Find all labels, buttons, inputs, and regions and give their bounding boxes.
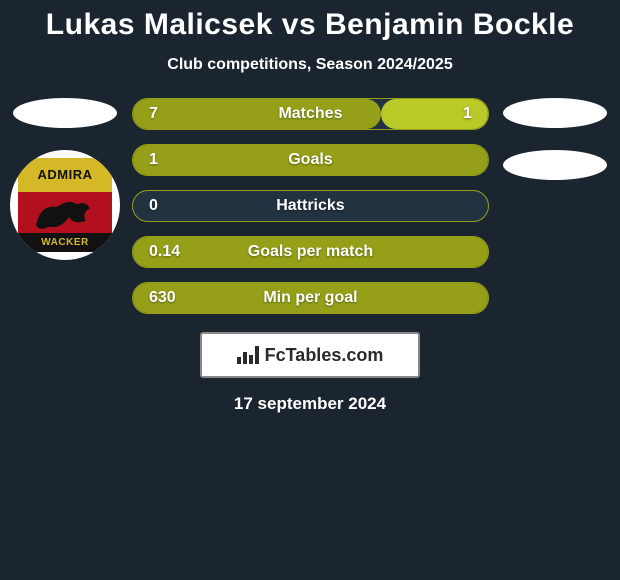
player-name-pill-left — [13, 98, 117, 128]
source-text: FcTables.com — [265, 345, 384, 366]
stat-bar: 630Min per goal — [132, 282, 489, 314]
left-club-badge: ADMIRA WACKER — [10, 150, 120, 260]
left-player-col: ADMIRA WACKER — [10, 98, 120, 260]
griffin-icon — [18, 192, 112, 233]
comparison-card: Lukas Malicsek vs Benjamin Bockle Club c… — [0, 0, 620, 414]
badge-mid — [18, 192, 112, 233]
source-badge[interactable]: FcTables.com — [200, 332, 420, 378]
stat-bar: 0Hattricks — [132, 190, 489, 222]
stat-bar: 1Goals — [132, 144, 489, 176]
stat-bar: 71Matches — [132, 98, 489, 130]
right-player-col — [501, 98, 610, 198]
bar-chart-icon — [237, 346, 259, 364]
date-line: 17 september 2024 — [0, 394, 620, 414]
badge-bottom-text: WACKER — [18, 233, 112, 252]
stat-label: Goals per match — [133, 243, 488, 261]
page-title: Lukas Malicsek vs Benjamin Bockle — [0, 8, 620, 42]
badge-top-text: ADMIRA — [18, 158, 112, 192]
stat-label: Goals — [133, 151, 488, 169]
player-name-pill-right — [503, 98, 607, 128]
right-club-pill — [503, 150, 607, 180]
stats-column: 71Matches 1Goals 0Hattricks 0.14Goals per m… — [132, 98, 489, 314]
stat-label: Hattricks — [133, 197, 488, 215]
stat-label: Min per goal — [133, 289, 488, 307]
stat-label: Matches — [133, 105, 488, 123]
subtitle: Club competitions, Season 2024/2025 — [0, 56, 620, 74]
badge-inner: ADMIRA WACKER — [18, 158, 112, 252]
main-row: ADMIRA WACKER 71Matches 1Goals 0Hattricks 0… — [0, 98, 620, 314]
stat-bar: 0.14Goals per match — [132, 236, 489, 268]
